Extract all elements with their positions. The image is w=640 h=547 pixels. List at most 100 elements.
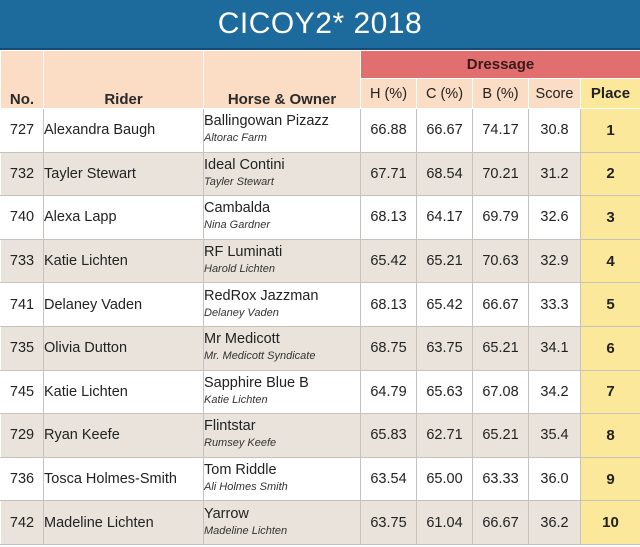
table-row: 732 Tayler Stewart Ideal Contini Tayler Ste… — [0, 151, 640, 197]
score-b: 67.08 — [472, 369, 529, 415]
horse-owner: Cambalda Nina Gardner — [203, 195, 361, 240]
score-c: 64.17 — [416, 195, 473, 240]
score-c: 61.04 — [416, 500, 473, 545]
placing: 9 — [579, 456, 640, 502]
score-b: 70.63 — [472, 238, 529, 284]
score-h: 68.13 — [360, 195, 417, 240]
placing: 7 — [579, 369, 640, 415]
rider-number: 735 — [0, 325, 44, 371]
score-h: 68.75 — [360, 325, 417, 371]
table-row: 741 Delaney Vaden RedRox Jazzman Delaney Va… — [0, 282, 640, 327]
horse-owner: Ballingowan Pizazz Altorac Farm — [203, 108, 361, 153]
score-b: 70.21 — [472, 151, 529, 197]
dressage-score: 30.8 — [528, 108, 581, 153]
rider-number: 729 — [0, 413, 44, 458]
header-h: H (%) — [360, 78, 417, 109]
rider-name: Ryan Keefe — [43, 413, 204, 458]
horse-name: RF Luminati — [204, 244, 283, 261]
header-dressage: Dressage — [359, 50, 640, 79]
rider-number: 733 — [0, 238, 44, 284]
score-b: 66.67 — [472, 500, 529, 545]
horse-name: Mr Medicott — [204, 331, 280, 348]
placing: 4 — [579, 238, 640, 284]
horse-name: Tom Riddle — [204, 462, 277, 479]
score-b: 63.33 — [472, 456, 529, 502]
score-c: 65.00 — [416, 456, 473, 502]
score-c: 65.21 — [416, 238, 473, 284]
placing: 1 — [579, 108, 640, 153]
horse-owner: Ideal Contini Tayler Stewart — [203, 151, 361, 197]
score-c: 66.67 — [416, 108, 473, 153]
placing: 3 — [579, 195, 640, 240]
horse-owner: Sapphire Blue B Katie Lichten — [203, 369, 361, 415]
owner-name: Katie Lichten — [204, 393, 268, 406]
dressage-score: 31.2 — [528, 151, 581, 197]
header-score: Score — [528, 78, 581, 109]
rider-name: Tosca Holmes-Smith — [43, 456, 204, 502]
dressage-score: 36.2 — [528, 500, 581, 545]
horse-owner: RF Luminati Harold Lichten — [203, 238, 361, 284]
dressage-score: 35.4 — [528, 413, 581, 458]
header-place: Place — [579, 78, 640, 109]
rider-name: Delaney Vaden — [43, 282, 204, 327]
rider-number: 742 — [0, 500, 44, 545]
table-row: 745 Katie Lichten Sapphire Blue B Katie Lic… — [0, 369, 640, 415]
score-b: 69.79 — [472, 195, 529, 240]
owner-name: Altorac Farm — [204, 132, 267, 145]
horse-name: Sapphire Blue B — [204, 374, 309, 391]
rider-name: Alexandra Baugh — [43, 108, 204, 153]
score-b: 65.21 — [472, 325, 529, 371]
header-b: B (%) — [472, 78, 529, 109]
horse-owner: Mr Medicott Mr. Medicott Syndicate — [203, 325, 361, 371]
table-row: 727 Alexandra Baugh Ballingowan Pizazz Alto… — [0, 108, 640, 153]
header-horse-owner: Horse & Owner — [203, 50, 361, 109]
table-row: 740 Alexa Lapp Cambalda Nina Gardner 68.13 64… — [0, 195, 640, 240]
score-h: 65.83 — [360, 413, 417, 458]
horse-owner: Tom Riddle Ali Holmes Smith — [203, 456, 361, 502]
score-h: 63.54 — [360, 456, 417, 502]
dressage-score: 34.2 — [528, 369, 581, 415]
placing: 2 — [579, 151, 640, 197]
score-b: 66.67 — [472, 282, 529, 327]
placing: 6 — [579, 325, 640, 371]
horse-name: RedRox Jazzman — [204, 287, 319, 304]
rider-number: 741 — [0, 282, 44, 327]
score-b: 74.17 — [472, 108, 529, 153]
score-h: 68.13 — [360, 282, 417, 327]
owner-name: Madeline Lichten — [204, 524, 288, 537]
table-row: 729 Ryan Keefe Flintstar Rumsey Keefe 65.83 6… — [0, 413, 640, 458]
score-c: 68.54 — [416, 151, 473, 197]
owner-name: Delaney Vaden — [204, 306, 279, 319]
horse-owner: Yarrow Madeline Lichten — [203, 500, 361, 545]
header-no: No. — [0, 50, 44, 109]
horse-owner: Flintstar Rumsey Keefe — [203, 413, 361, 458]
score-b: 65.21 — [472, 413, 529, 458]
owner-name: Harold Lichten — [204, 263, 275, 276]
header-rider: Rider — [43, 50, 204, 109]
dressage-score: 36.0 — [528, 456, 581, 502]
score-h: 67.71 — [360, 151, 417, 197]
table-row: 742 Madeline Lichten Yarrow Madeline Lichte… — [0, 500, 640, 545]
score-c: 65.63 — [416, 369, 473, 415]
horse-name: Ballingowan Pizazz — [204, 113, 329, 130]
rider-number: 740 — [0, 195, 44, 240]
header-c: C (%) — [416, 78, 473, 109]
rider-name: Madeline Lichten — [43, 500, 204, 545]
table-row: 736 Tosca Holmes-Smith Tom Riddle Ali Holme… — [0, 456, 640, 502]
results-table: No. Rider Horse & Owner Dressage H (%) C… — [0, 50, 640, 545]
title-bar: CICOY2* 2018 — [0, 0, 640, 50]
rider-name: Olivia Dutton — [43, 325, 204, 371]
horse-name: Ideal Contini — [204, 156, 285, 173]
owner-name: Ali Holmes Smith — [204, 481, 288, 494]
score-c: 63.75 — [416, 325, 473, 371]
score-h: 66.88 — [360, 108, 417, 153]
dressage-score: 34.1 — [528, 325, 581, 371]
page-title: CICOY2* 2018 — [217, 7, 423, 40]
rider-number: 745 — [0, 369, 44, 415]
owner-name: Nina Gardner — [204, 219, 271, 232]
horse-name: Yarrow — [204, 505, 249, 522]
score-c: 65.42 — [416, 282, 473, 327]
rider-name: Katie Lichten — [43, 369, 204, 415]
rider-name: Katie Lichten — [43, 238, 204, 284]
rider-name: Alexa Lapp — [43, 195, 204, 240]
